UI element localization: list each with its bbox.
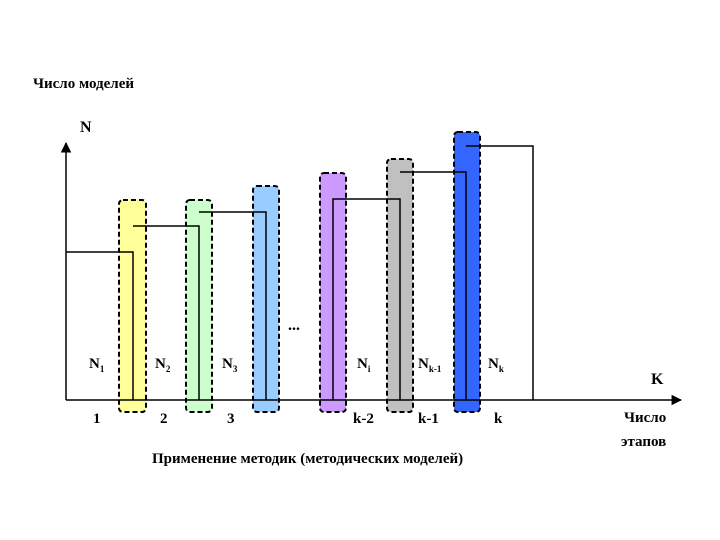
ellipsis: ... <box>288 317 300 334</box>
step-lines <box>66 145 534 400</box>
x-axis-title-line1: Число <box>624 410 666 426</box>
column-k <box>453 131 481 413</box>
x-axis-label: K <box>651 371 664 388</box>
tick-3: 3 <box>227 411 235 427</box>
tick-k: k <box>494 411 503 427</box>
tick-1: 1 <box>93 411 101 427</box>
column-label-k: Nk <box>488 356 504 374</box>
column-label-3: N3 <box>222 356 238 374</box>
column-label-2: N2 <box>155 356 171 374</box>
column-label-i: Ni <box>357 356 371 374</box>
column-label-k-1: Nk-1 <box>418 356 442 374</box>
y-axis-title: Число моделей <box>33 76 134 92</box>
tick-k-2: k-2 <box>353 411 374 427</box>
tick-2: 2 <box>160 411 168 427</box>
y-axis-label: N <box>80 119 92 136</box>
x-axis-title-line2: этапов <box>621 434 666 450</box>
caption: Применение методик (методических моделей… <box>152 451 463 467</box>
tick-k-1: k-1 <box>418 411 439 427</box>
column-label-1: N1 <box>89 356 105 374</box>
